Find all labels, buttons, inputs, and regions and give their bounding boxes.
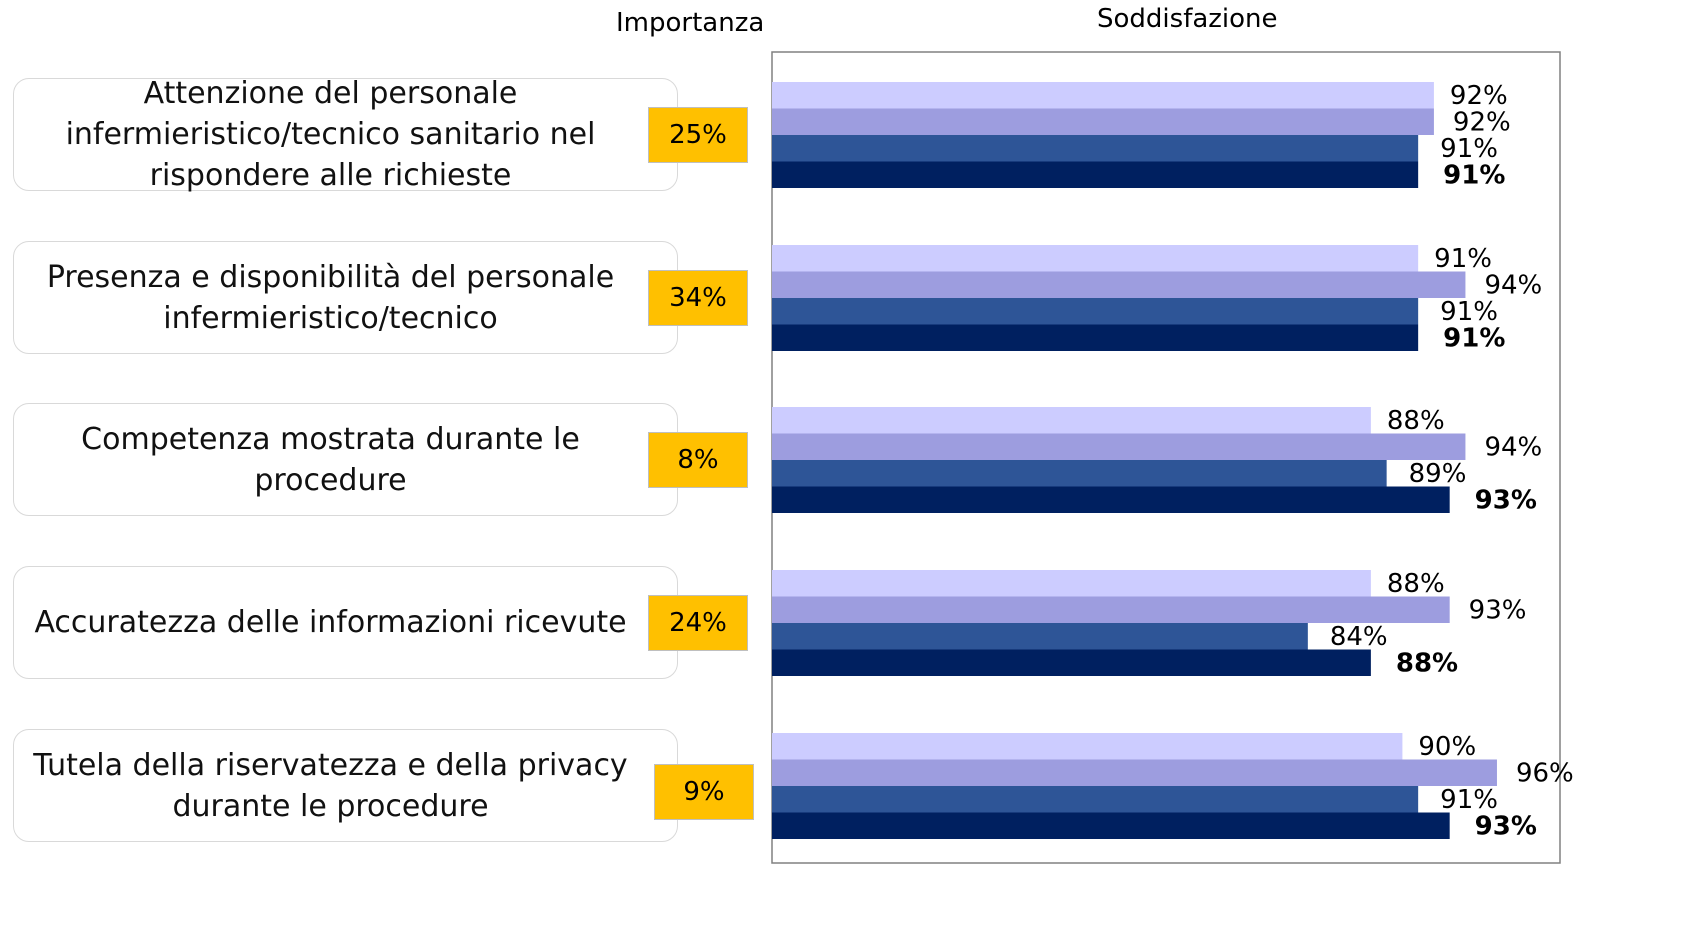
bar [772, 433, 1466, 460]
bar [772, 786, 1419, 813]
importance-box: 24% [648, 595, 748, 651]
category-label: Accuratezza delle informazioni ricevute [13, 566, 678, 679]
category-label: Attenzione del personale infermieristico… [13, 76, 678, 193]
value-label: 91% [1434, 244, 1492, 274]
importance-title: Importanza [616, 8, 765, 38]
bar [772, 486, 1450, 513]
value-label: 89% [1409, 459, 1467, 489]
category-label: Competenza mostrata durante le procedure [13, 403, 678, 516]
bar [772, 759, 1497, 786]
bar [772, 649, 1371, 676]
chart-title: Soddisfazione [1097, 4, 1278, 34]
value-label: 91% [1440, 785, 1498, 815]
value-label: 91% [1440, 134, 1498, 164]
value-label: 91% [1443, 161, 1505, 191]
bar [772, 407, 1371, 434]
value-label: 93% [1469, 596, 1527, 626]
bar [772, 623, 1308, 650]
value-label: 88% [1396, 649, 1458, 679]
bar [772, 108, 1434, 135]
bar [772, 596, 1450, 623]
bar [772, 161, 1419, 188]
bar [772, 324, 1419, 351]
value-label: 94% [1484, 433, 1542, 463]
bar [772, 460, 1387, 487]
bar [772, 733, 1403, 760]
category-label: Presenza e disponibilità del personale i… [13, 241, 678, 354]
bar [772, 135, 1419, 162]
bar [772, 298, 1419, 325]
bar [772, 812, 1450, 839]
value-label: 96% [1516, 759, 1574, 789]
importance-box: 8% [648, 432, 748, 488]
value-label: 88% [1387, 406, 1445, 436]
bar [772, 570, 1371, 597]
importance-box: 25% [648, 107, 748, 163]
value-label: 92% [1450, 81, 1508, 111]
value-label: 93% [1475, 812, 1537, 842]
value-label: 91% [1440, 297, 1498, 327]
value-label: 93% [1475, 486, 1537, 516]
bar [772, 271, 1466, 298]
value-label: 84% [1330, 622, 1388, 652]
value-label: 94% [1484, 271, 1542, 301]
value-label: 90% [1418, 732, 1476, 762]
bar [772, 245, 1419, 272]
value-label: 91% [1443, 324, 1505, 354]
importance-box: 34% [648, 270, 748, 326]
bar [772, 82, 1434, 109]
importance-box: 9% [654, 764, 754, 820]
value-label: 92% [1453, 108, 1511, 138]
value-label: 88% [1387, 569, 1445, 599]
category-label: Tutela della riservatezza e della privac… [13, 729, 678, 842]
